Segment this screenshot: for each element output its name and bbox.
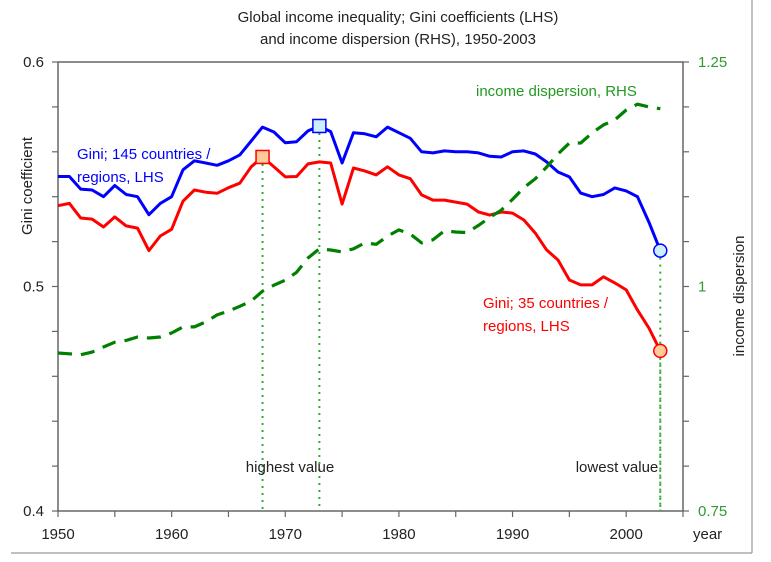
right-axis: 1.25 1 0.75	[683, 54, 727, 520]
series-line-0	[58, 124, 662, 252]
series-label-gini145-line2: regions, LHS	[77, 169, 164, 186]
right-tick-label: 1.25	[698, 54, 727, 71]
series-line-1	[57, 155, 662, 352]
series-label-gini35-line2: regions, LHS	[483, 318, 570, 335]
marker-square-1968	[255, 149, 270, 165]
right-tick-label: 0.75	[698, 503, 727, 520]
series-label-gini145-line1: Gini; 145 countries /	[77, 146, 211, 163]
markers-layer	[255, 118, 668, 359]
x-tick-label: 1970	[269, 526, 302, 543]
series-label-dispersion: income dispersion, RHS	[476, 83, 637, 100]
x-tick-label: 1990	[496, 526, 529, 543]
chart-title-line2: and income dispersion (RHS), 1950-2003	[260, 31, 536, 48]
x-tick-label: 2000	[609, 526, 642, 543]
left-tick-label: 0.4	[23, 503, 44, 520]
x-tick-label: 1960	[155, 526, 188, 543]
right-tick-label: 1	[698, 279, 706, 296]
left-axis: 0.6 0.5 0.4	[23, 54, 58, 520]
left-tick-label: 0.5	[23, 279, 44, 296]
x-tick-label: 1950	[41, 526, 74, 543]
x-axis-label: year	[693, 526, 722, 543]
marker-circle-2003-1	[653, 343, 668, 359]
guide-lines	[261, 125, 662, 511]
marker-circle-2003-0	[653, 243, 668, 258]
chart-title-line1: Global income inequality; Gini coefficie…	[238, 9, 559, 26]
x-axis: 1950 1960 1970 1980 1990 2000	[41, 511, 684, 543]
x-tick-label: 1980	[382, 526, 415, 543]
marker-square-1973	[312, 118, 327, 134]
annotation-lowest-value: lowest value	[576, 459, 659, 476]
annotation-highest-value: highest value	[246, 459, 334, 476]
y2-axis-label: income dispersion	[731, 236, 748, 357]
series-label-gini35-line1: Gini; 35 countries /	[483, 295, 609, 312]
series-line-2	[57, 102, 661, 357]
series-layer	[57, 102, 662, 357]
plot-area	[57, 61, 684, 512]
left-tick-label: 0.6	[23, 54, 44, 71]
y-axis-label: Gini coefficient	[19, 136, 36, 235]
